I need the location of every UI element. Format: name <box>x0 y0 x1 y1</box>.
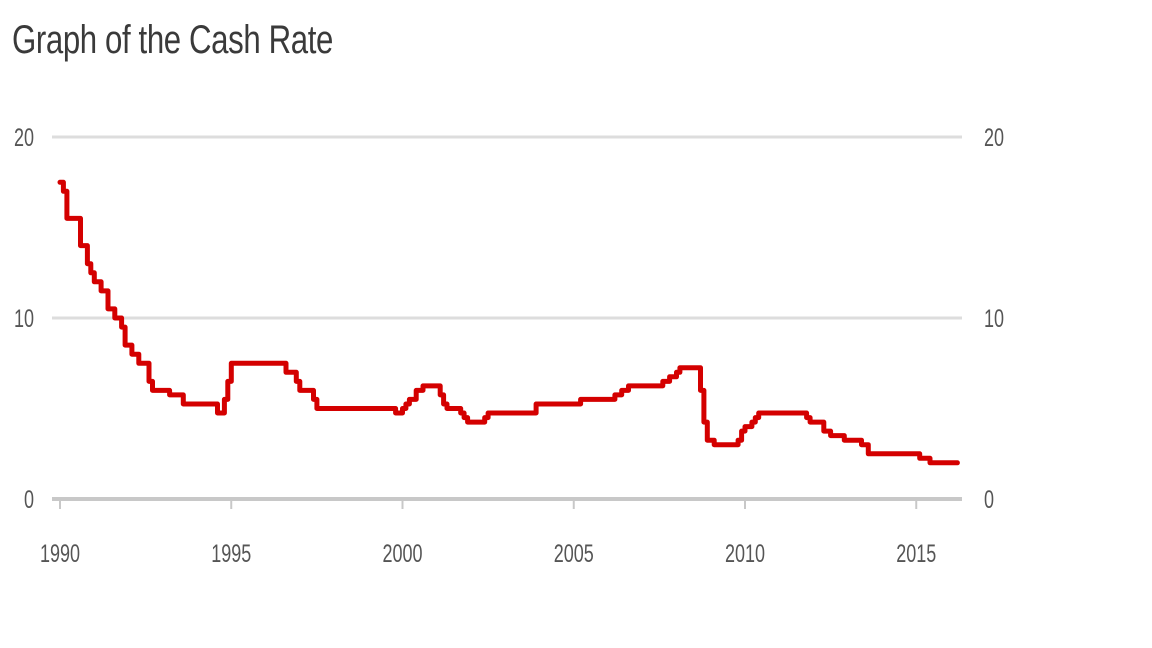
x-tick-label: 2000 <box>382 539 422 568</box>
tick-labels: 0 0 10 10 20 20 1990 1995 2000 2005 2010 2015 <box>14 123 1004 568</box>
y-tick-label-left: 0 <box>24 485 34 514</box>
y-tick-label-left: 10 <box>14 304 34 333</box>
gridlines <box>52 135 962 501</box>
x-tick-label: 2015 <box>896 539 936 568</box>
y-tick-label-left: 20 <box>14 123 34 152</box>
y-tick-label-right: 0 <box>984 485 994 514</box>
cash-rate-line <box>57 179 960 466</box>
y-tick-label-right: 10 <box>984 304 1004 333</box>
x-tick-label: 2010 <box>725 539 765 568</box>
x-tick-label: 1995 <box>211 539 251 568</box>
x-tick-label: 1990 <box>40 539 80 568</box>
y-tick-label-right: 20 <box>984 123 1004 152</box>
chart-title: Graph of the Cash Rate <box>12 18 333 62</box>
x-axis <box>59 499 918 509</box>
series-layer <box>57 179 960 466</box>
x-tick-label: 2005 <box>554 539 594 568</box>
